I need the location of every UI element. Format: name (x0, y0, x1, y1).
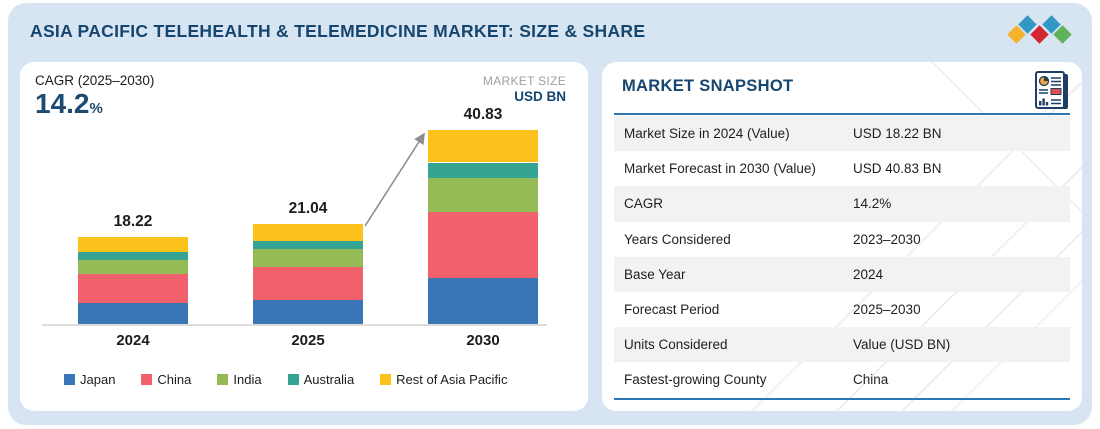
stacked-bar-chart: Japan China India Australia Rest of Asia Pac… (20, 62, 588, 411)
snapshot-row-value: USD 40.83 BN (853, 161, 942, 177)
bar-total-label-2024: 18.22 (113, 213, 153, 231)
snapshot-row-label: Market Size in 2024 (Value) (624, 126, 790, 142)
x-axis-label-2024: 2024 (116, 332, 150, 349)
legend-swatch-icon (141, 374, 153, 385)
legend-item-japan: Japan (64, 372, 115, 387)
snapshot-row-value: 2025–2030 (853, 302, 921, 318)
bar-segment-2030-rest-of-asia-pacific (428, 130, 538, 163)
bar-segment-2024-china (78, 274, 188, 303)
page-title: ASIA PACIFIC TELEHEALTH & TELEMEDICINE M… (30, 21, 646, 41)
snapshot-row-label: Market Forecast in 2030 (Value) (624, 161, 816, 177)
market-size-caption: MARKET SIZE USD BN (483, 74, 566, 104)
snapshot-row-label: Years Considered (624, 231, 731, 247)
chart-legend: Japan China India Australia Rest of Asia Pac… (64, 372, 507, 387)
legend-item-india: India (217, 372, 262, 387)
bar-segment-2024-rest-of-asia-pacific (78, 237, 188, 252)
chart-card: CAGR (2025–2030) 14.2% MARKET SIZE USD B… (20, 62, 588, 411)
snapshot-row-years-considered: Years Considered 2023–2030 (614, 222, 1070, 257)
snapshot-row-fastest-growing-county: Fastest-growing County China (614, 362, 1070, 397)
bar-segment-2030-china (428, 211, 538, 279)
snapshot-row-label: Units Considered (624, 337, 728, 353)
legend-swatch-icon (287, 374, 299, 385)
bar-segment-2030-india (428, 178, 538, 212)
snapshot-row-label: Forecast Period (624, 302, 720, 318)
legend-label: China (157, 372, 192, 387)
cagr-value: 14.2% (35, 88, 103, 120)
snapshot-row-value: China (853, 372, 889, 388)
bar-segment-2024-australia (78, 251, 188, 261)
snapshot-title: MARKET SNAPSHOT (622, 77, 794, 95)
snapshot-row-label: Base Year (624, 266, 686, 282)
bar-segment-2025-rest-of-asia-pacific (253, 224, 363, 242)
snapshot-table: Market Size in 2024 (Value) USD 18.22 BN M… (614, 116, 1070, 398)
legend-swatch-icon (217, 374, 229, 385)
brand-logo (1007, 11, 1080, 55)
bar-segment-2025-japan (253, 299, 363, 324)
bar-segment-2030-japan (428, 278, 538, 324)
snapshot-row-value: 2023–2030 (853, 231, 921, 247)
bar-segment-2024-japan (78, 302, 188, 324)
legend-label: India (233, 372, 262, 387)
cagr-percent-sign: % (89, 100, 103, 117)
legend-item-rest-of-asia-pacific: Rest of Asia Pacific (380, 372, 507, 387)
bar-segment-2025-india (253, 249, 363, 267)
snapshot-row-value: Value (USD BN) (853, 337, 951, 353)
legend-swatch-icon (380, 374, 392, 385)
snapshot-row-label: CAGR (624, 196, 664, 212)
cagr-label: CAGR (2025–2030) (35, 73, 155, 88)
snapshot-row-value: 2024 (853, 266, 884, 282)
legend-label: Japan (80, 372, 116, 387)
bar-total-label-2025: 21.04 (288, 200, 328, 218)
snapshot-row-market-forecast-in-2030-value-: Market Forecast in 2030 (Value) USD 40.83… (614, 151, 1070, 186)
snapshot-row-market-size-in-2024-value-: Market Size in 2024 (Value) USD 18.22 BN (614, 116, 1070, 152)
snapshot-card: MARKET SNAPSHOT Market Size in 2024 (Val… (602, 62, 1082, 411)
market-size-label: MARKET SIZE (482, 74, 566, 88)
cagr-number: 14.2 (35, 88, 90, 119)
x-axis-line (42, 324, 547, 326)
snapshot-row-base-year: Base Year 2024 (614, 256, 1070, 292)
bar-segment-2030-australia (428, 162, 538, 179)
legend-item-australia: Australia (287, 372, 355, 387)
bar-total-label-2030: 40.83 (463, 106, 503, 124)
bar-segment-2025-australia (253, 241, 363, 250)
legend-label: Rest of Asia Pacific (396, 372, 508, 387)
bar-segment-2025-china (253, 267, 363, 300)
x-axis-label-2025: 2025 (291, 332, 325, 349)
x-axis-label-2030: 2030 (466, 332, 500, 349)
market-size-unit: USD BN (514, 89, 566, 104)
bar-segment-2024-india (78, 260, 188, 275)
legend-item-china: China (141, 372, 191, 387)
infographic-container: ASIA PACIFIC TELEHEALTH & TELEMEDICINE M… (8, 3, 1092, 425)
snapshot-row-value: USD 18.22 BN (853, 126, 942, 142)
snapshot-row-forecast-period: Forecast Period 2025–2030 (614, 292, 1070, 327)
report-document-icon (1035, 71, 1068, 109)
snapshot-divider-bottom (614, 398, 1070, 400)
snapshot-row-value: 14.2% (853, 196, 892, 212)
legend-label: Australia (303, 372, 355, 387)
legend-swatch-icon (64, 374, 75, 385)
snapshot-divider-top (614, 113, 1070, 115)
snapshot-row-label: Fastest-growing County (624, 372, 767, 388)
snapshot-row-cagr: CAGR 14.2% (614, 186, 1070, 222)
snapshot-row-units-considered: Units Considered Value (USD BN) (614, 327, 1070, 363)
